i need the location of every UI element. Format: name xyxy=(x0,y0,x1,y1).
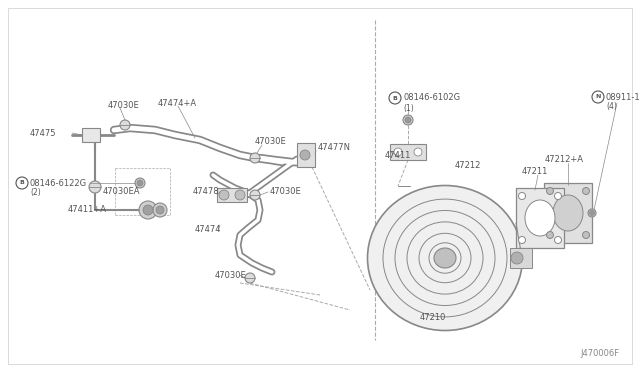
Circle shape xyxy=(135,178,145,188)
Circle shape xyxy=(547,187,554,195)
Ellipse shape xyxy=(434,248,456,268)
Circle shape xyxy=(250,153,260,163)
Ellipse shape xyxy=(553,195,583,231)
Circle shape xyxy=(403,115,413,125)
Circle shape xyxy=(120,120,130,130)
Circle shape xyxy=(582,187,589,195)
Text: B: B xyxy=(20,180,24,186)
Text: B: B xyxy=(392,96,397,100)
Circle shape xyxy=(137,180,143,186)
Text: 47210: 47210 xyxy=(420,314,446,323)
Bar xyxy=(82,128,100,142)
Circle shape xyxy=(394,148,402,156)
Text: 08146-6122G: 08146-6122G xyxy=(30,179,87,187)
Circle shape xyxy=(554,192,561,199)
Text: (1): (1) xyxy=(403,103,413,112)
Circle shape xyxy=(156,206,164,214)
Text: 47030E: 47030E xyxy=(270,187,301,196)
Circle shape xyxy=(219,190,229,200)
Text: 47030E: 47030E xyxy=(108,100,140,109)
Circle shape xyxy=(511,252,523,264)
Circle shape xyxy=(414,148,422,156)
FancyBboxPatch shape xyxy=(544,183,592,243)
Circle shape xyxy=(588,209,596,217)
Text: 47030E: 47030E xyxy=(255,138,287,147)
Circle shape xyxy=(235,190,245,200)
Circle shape xyxy=(518,192,525,199)
Text: 47475: 47475 xyxy=(30,128,56,138)
Text: (2): (2) xyxy=(30,189,41,198)
Text: 47212+A: 47212+A xyxy=(545,155,584,164)
Text: 47030EA: 47030EA xyxy=(103,186,141,196)
Bar xyxy=(217,188,247,202)
Circle shape xyxy=(518,237,525,244)
Text: (4): (4) xyxy=(606,103,617,112)
Ellipse shape xyxy=(367,186,522,330)
FancyBboxPatch shape xyxy=(516,188,564,248)
Circle shape xyxy=(582,231,589,238)
Text: 08911-1091G: 08911-1091G xyxy=(606,93,640,102)
Circle shape xyxy=(250,190,260,200)
Text: 47477N: 47477N xyxy=(318,144,351,153)
Text: N: N xyxy=(595,94,601,99)
Text: 08146-6102G: 08146-6102G xyxy=(403,93,460,103)
Text: 47478: 47478 xyxy=(193,187,220,196)
Bar xyxy=(510,248,532,268)
Text: 47474: 47474 xyxy=(195,225,221,234)
Text: 47411: 47411 xyxy=(385,151,412,160)
Circle shape xyxy=(547,231,554,238)
Text: J470006F: J470006F xyxy=(581,349,620,358)
Circle shape xyxy=(589,211,595,215)
Circle shape xyxy=(405,117,411,123)
Text: 47030E: 47030E xyxy=(215,270,247,279)
Circle shape xyxy=(554,237,561,244)
Circle shape xyxy=(89,181,101,193)
Text: 47411+A: 47411+A xyxy=(68,205,107,215)
Text: 47474+A: 47474+A xyxy=(158,99,197,108)
Bar xyxy=(297,143,315,167)
Circle shape xyxy=(300,150,310,160)
Circle shape xyxy=(139,201,157,219)
Circle shape xyxy=(245,273,255,283)
Text: 47212: 47212 xyxy=(455,160,481,170)
Bar xyxy=(390,144,426,160)
Circle shape xyxy=(143,205,153,215)
Circle shape xyxy=(153,203,167,217)
Text: 47211: 47211 xyxy=(522,167,548,176)
Ellipse shape xyxy=(525,200,555,236)
